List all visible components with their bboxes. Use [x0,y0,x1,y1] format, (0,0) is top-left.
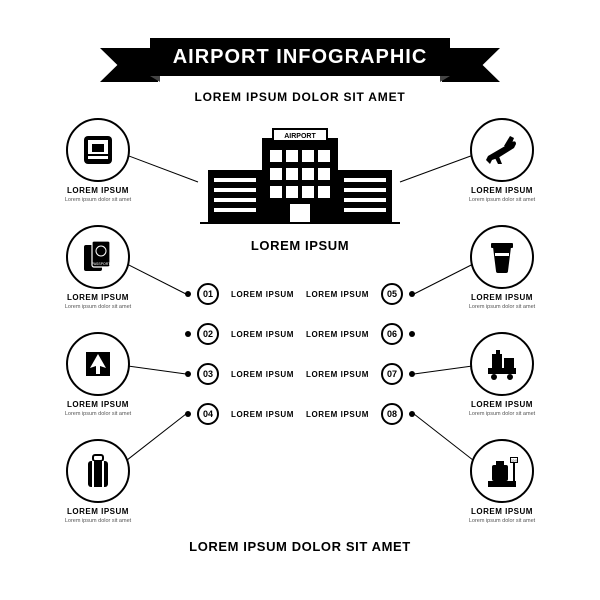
passport-icon: PASSPORT [66,225,130,289]
row-number: 03 [197,363,219,385]
side-label: LOREM IPSUM [452,186,552,195]
row-text: LOREM IPSUM [231,330,294,339]
airplane-icon [470,118,534,182]
airport-sign-label: AIRPORT [284,133,316,140]
row-dot [185,331,191,337]
side-item-passport: PASSPORT LOREM IPSUM Lorem ipsum dolor sit… [48,225,148,311]
row-dot [185,411,191,417]
list-row-04: 04 LOREM IPSUM [185,405,294,423]
row-dot [409,371,415,377]
side-sublabel: Lorem ipsum dolor sit amet [452,197,552,204]
list-row-06: 06 LOREM IPSUM [306,325,415,343]
row-dot [185,291,191,297]
side-item-airplane: LOREM IPSUM Lorem ipsum dolor sit amet [452,118,552,204]
list-row-05: 05 LOREM IPSUM [306,285,415,303]
side-sublabel: Lorem ipsum dolor sit amet [452,304,552,311]
banner-title: AIRPORT INFOGRAPHIC [150,38,450,76]
airport-building-icon: AIRPORT [200,122,400,232]
scale-icon: 10.0 [470,439,534,503]
list-row-03: 03 LOREM IPSUM [185,365,294,383]
ribbon-tail-right [442,48,500,82]
row-number: 06 [381,323,403,345]
row-number: 01 [197,283,219,305]
side-item-coffee: LOREM IPSUM Lorem ipsum dolor sit amet [452,225,552,311]
side-label: LOREM IPSUM [452,293,552,302]
scanner-icon [66,118,130,182]
side-label: LOREM IPSUM [48,186,148,195]
side-label: LOREM IPSUM [48,293,148,302]
row-number: 08 [381,403,403,425]
row-number: 05 [381,283,403,305]
row-number: 02 [197,323,219,345]
side-sublabel: Lorem ipsum dolor sit amet [48,197,148,204]
side-item-cart: LOREM IPSUM Lorem ipsum dolor sit amet [452,332,552,418]
ribbon-fold-right [440,76,450,82]
side-label: LOREM IPSUM [48,507,148,516]
side-sublabel: Lorem ipsum dolor sit amet [48,304,148,311]
row-number: 07 [381,363,403,385]
row-text: LOREM IPSUM [306,290,369,299]
list-row-07: 07 LOREM IPSUM [306,365,415,383]
row-text: LOREM IPSUM [306,330,369,339]
row-text: LOREM IPSUM [231,290,294,299]
side-sublabel: Lorem ipsum dolor sit amet [48,518,148,525]
svg-text:PASSPORT: PASSPORT [92,262,112,266]
list-row-02: 02 LOREM IPSUM [185,325,294,343]
row-text: LOREM IPSUM [306,410,369,419]
list-row-08: 08 LOREM IPSUM [306,405,415,423]
side-item-runway: LOREM IPSUM Lorem ipsum dolor sit amet [48,332,148,418]
side-item-scale: 10.0 LOREM IPSUM Lorem ipsum dolor sit ame… [452,439,552,525]
row-number: 04 [197,403,219,425]
suitcase-icon [66,439,130,503]
row-dot [409,411,415,417]
row-dot [409,331,415,337]
title-ribbon: AIRPORT INFOGRAPHIC [110,38,490,82]
row-dot [409,291,415,297]
coffee-icon [470,225,534,289]
airport-building: AIRPORT LOREM IPSUM [200,122,400,253]
side-label: LOREM IPSUM [452,400,552,409]
side-item-scanner: LOREM IPSUM Lorem ipsum dolor sit amet [48,118,148,204]
side-sublabel: Lorem ipsum dolor sit amet [48,411,148,418]
row-dot [185,371,191,377]
side-label: LOREM IPSUM [48,400,148,409]
bottom-text: LOREM IPSUM DOLOR SIT AMET [0,539,600,554]
svg-text:10.0: 10.0 [511,459,517,463]
runway-icon [66,332,130,396]
cart-icon [470,332,534,396]
row-text: LOREM IPSUM [231,370,294,379]
row-text: LOREM IPSUM [231,410,294,419]
building-caption: LOREM IPSUM [200,238,400,253]
side-sublabel: Lorem ipsum dolor sit amet [452,518,552,525]
side-label: LOREM IPSUM [452,507,552,516]
row-text: LOREM IPSUM [306,370,369,379]
side-item-suitcase: LOREM IPSUM Lorem ipsum dolor sit amet [48,439,148,525]
list-row-01: 01 LOREM IPSUM [185,285,294,303]
infographic-canvas: AIRPORT INFOGRAPHIC LOREM IPSUM DOLOR SI… [0,0,600,600]
subtitle-text: LOREM IPSUM DOLOR SIT AMET [0,90,600,104]
ribbon-fold-left [150,76,160,82]
side-sublabel: Lorem ipsum dolor sit amet [452,411,552,418]
